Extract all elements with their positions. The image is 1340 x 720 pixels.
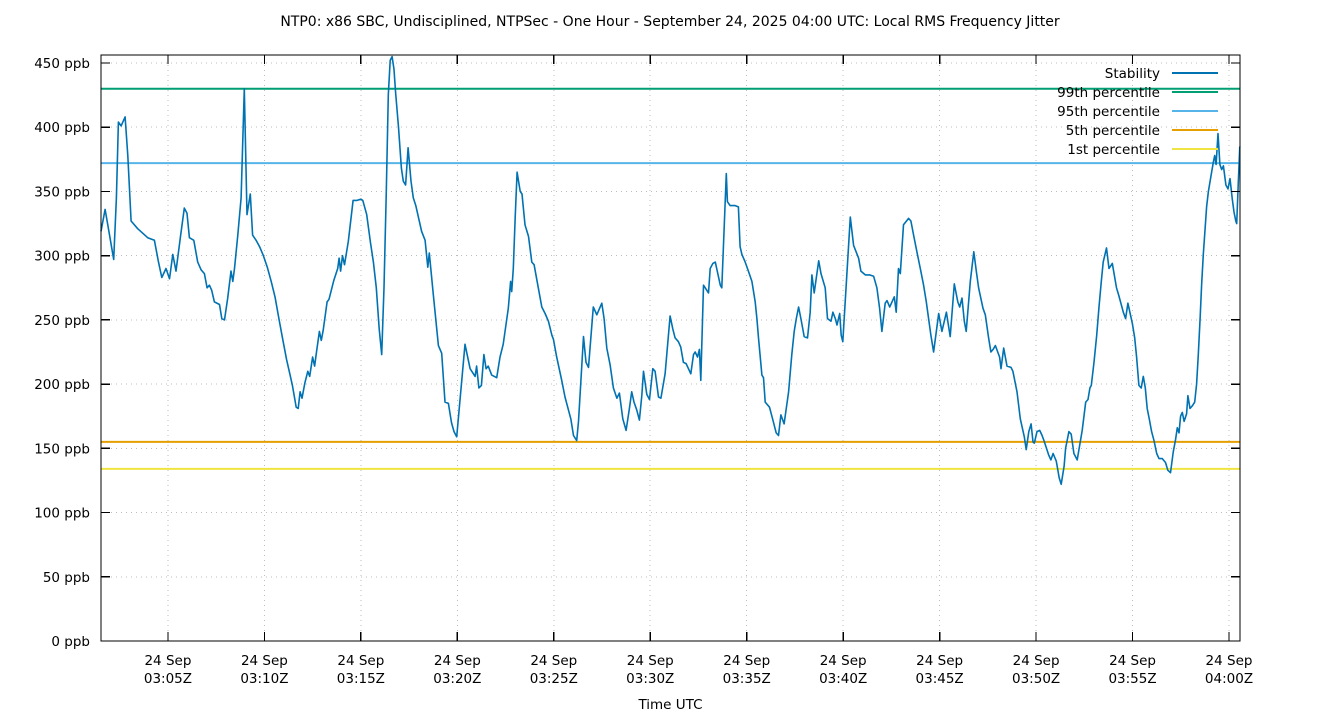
x-tick-label-date: 24 Sep [723, 653, 770, 669]
y-tick-label: 150 ppb [34, 441, 90, 457]
x-tick-label-date: 24 Sep [1109, 653, 1156, 669]
x-tick-label-date: 24 Sep [1013, 653, 1060, 669]
y-tick-label: 400 ppb [34, 120, 90, 136]
x-tick-label-time: 03:20Z [433, 671, 481, 687]
y-tick-label: 250 ppb [34, 313, 90, 329]
x-tick-label-time: 03:55Z [1108, 671, 1156, 687]
x-tick-label-time: 03:10Z [240, 671, 288, 687]
y-tick-label: 100 ppb [34, 506, 90, 522]
x-tick-label-time: 03:35Z [723, 671, 771, 687]
x-tick-label-time: 03:30Z [626, 671, 674, 687]
x-tick-label-time: 03:25Z [530, 671, 578, 687]
x-tick-label-date: 24 Sep [627, 653, 674, 669]
legend-label: 5th percentile [1066, 123, 1160, 139]
legend-label: 99th percentile [1057, 85, 1160, 101]
y-tick-label: 300 ppb [34, 249, 90, 265]
x-tick-label-time: 03:50Z [1012, 671, 1060, 687]
x-tick-label-time: 04:00Z [1205, 671, 1253, 687]
y-tick-label: 0 ppb [51, 634, 90, 650]
x-tick-label-time: 03:45Z [916, 671, 964, 687]
legend-label: Stability [1105, 66, 1160, 82]
x-tick-label-date: 24 Sep [1206, 653, 1253, 669]
x-tick-label-date: 24 Sep [916, 653, 963, 669]
x-tick-label-time: 03:05Z [144, 671, 192, 687]
x-tick-label-date: 24 Sep [241, 653, 288, 669]
x-tick-label-time: 03:15Z [337, 671, 385, 687]
legend-label: 95th percentile [1057, 104, 1160, 120]
x-tick-label-date: 24 Sep [434, 653, 481, 669]
chart-title: NTP0: x86 SBC, Undisciplined, NTPSec - O… [280, 14, 1060, 30]
stability-line [100, 55, 1241, 486]
x-axis-label: Time UTC [638, 697, 703, 713]
x-tick-label-date: 24 Sep [820, 653, 867, 669]
x-tick-label-date: 24 Sep [144, 653, 191, 669]
x-tick-label-time: 03:40Z [819, 671, 867, 687]
plot-border [100, 54, 1241, 642]
x-tick-label-date: 24 Sep [530, 653, 577, 669]
x-tick-label-date: 24 Sep [337, 653, 384, 669]
y-tick-label: 350 ppb [34, 184, 90, 200]
y-tick-label: 50 ppb [43, 570, 90, 586]
y-tick-label: 450 ppb [34, 56, 90, 72]
y-tick-label: 200 ppb [34, 377, 90, 393]
legend-label: 1st percentile [1067, 142, 1160, 158]
